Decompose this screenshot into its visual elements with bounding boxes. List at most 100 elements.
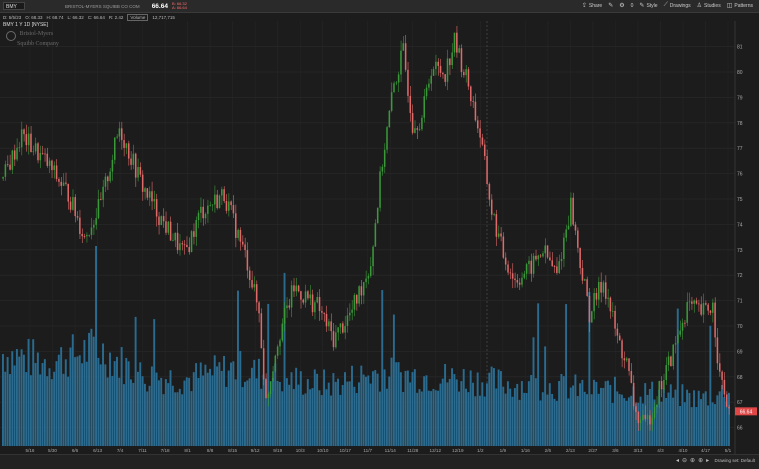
drawings-icon: ⟋ bbox=[663, 2, 668, 8]
volume-bar bbox=[288, 384, 291, 446]
candle-body bbox=[23, 129, 25, 135]
candle-body bbox=[193, 231, 195, 237]
info-high: H: 68.74 bbox=[46, 14, 64, 20]
candle-body bbox=[302, 299, 304, 303]
volume-bar bbox=[714, 404, 716, 446]
candle-body bbox=[323, 312, 325, 314]
x-tick-label: 11/28 bbox=[407, 448, 419, 453]
price-chart[interactable]: 66 67 68 69 70 71 72 73 74 75 76 77 78 79 80 81 5/16 5/30… bbox=[0, 21, 759, 454]
share-button[interactable]: ⇪ Share bbox=[582, 1, 602, 10]
y-tick-label: 66 bbox=[737, 426, 743, 432]
volume-bar bbox=[593, 379, 595, 446]
candle-body bbox=[439, 65, 442, 73]
studies-button[interactable]: ♙ Studies bbox=[697, 1, 721, 10]
candle-body bbox=[113, 137, 116, 160]
candle-body bbox=[472, 101, 474, 102]
candle-body bbox=[551, 260, 553, 267]
candle-body bbox=[251, 280, 253, 288]
volume-bar bbox=[518, 399, 521, 446]
candle-body bbox=[586, 279, 588, 296]
volume-bar bbox=[234, 379, 237, 446]
volume-bar bbox=[679, 406, 682, 446]
logo-line-2: Squibb Company bbox=[17, 41, 59, 47]
volume-bar bbox=[157, 380, 160, 446]
pencil-button[interactable]: ✎ bbox=[608, 1, 613, 10]
symbol-input[interactable]: BMY bbox=[3, 2, 25, 10]
volume-bar bbox=[525, 393, 528, 446]
company-logo: Bristol-Myers Squibb Company bbox=[6, 31, 59, 48]
volume-bar bbox=[253, 359, 256, 446]
volume-bar bbox=[204, 364, 207, 446]
volume-bar bbox=[437, 390, 440, 446]
candle-body bbox=[637, 412, 640, 424]
candle-body bbox=[453, 32, 456, 53]
drawings-button[interactable]: ⟋ Drawings bbox=[664, 1, 691, 10]
candle-body bbox=[542, 253, 544, 257]
volume-bar bbox=[190, 391, 193, 446]
candle-body bbox=[544, 245, 546, 254]
scroll-right-icon[interactable]: ▸ bbox=[706, 458, 710, 464]
candle-body bbox=[672, 344, 674, 366]
candle-body bbox=[383, 149, 386, 167]
candle-body bbox=[153, 199, 156, 202]
candle-body bbox=[316, 297, 318, 303]
counter[interactable]: 0 bbox=[631, 1, 634, 10]
candle-body bbox=[2, 176, 4, 179]
candle-body bbox=[118, 128, 121, 137]
candle-body bbox=[65, 182, 67, 184]
volume-bar bbox=[278, 381, 281, 446]
candle-body bbox=[723, 379, 726, 395]
candle-body bbox=[497, 233, 500, 237]
x-tick-label: 1/16 bbox=[521, 448, 530, 453]
settings-button[interactable]: ⚙ bbox=[619, 1, 624, 10]
scroll-left-icon[interactable]: ◂ bbox=[676, 458, 680, 464]
patterns-button[interactable]: ◫ Patterns bbox=[727, 1, 753, 10]
volume-bar bbox=[281, 391, 284, 446]
candle-body bbox=[642, 414, 644, 421]
candle-body bbox=[663, 379, 665, 390]
drawing-set-label: Drawing set: Default bbox=[714, 458, 755, 463]
candle-body bbox=[44, 153, 46, 155]
candle-body bbox=[644, 414, 647, 420]
volume-bar bbox=[306, 379, 309, 446]
volume-bar bbox=[183, 380, 186, 446]
candle-body bbox=[60, 181, 62, 186]
candle-body bbox=[102, 186, 104, 200]
volume-bar bbox=[681, 384, 684, 446]
style-button[interactable]: ✎ Style bbox=[639, 1, 657, 10]
candle-body bbox=[283, 308, 286, 324]
volume-bar bbox=[688, 392, 691, 446]
candle-body bbox=[402, 43, 405, 51]
candle-body bbox=[456, 32, 458, 53]
candle-body bbox=[358, 286, 360, 304]
volume-bar bbox=[2, 354, 4, 446]
candle-body bbox=[286, 305, 288, 309]
volume-bar bbox=[141, 376, 144, 446]
volume-bar bbox=[320, 395, 323, 446]
volume-bar bbox=[630, 395, 633, 446]
volume-bar bbox=[532, 337, 535, 446]
reset-icon[interactable]: ⊕ bbox=[690, 458, 696, 464]
volume-bar bbox=[539, 400, 542, 446]
candle-body bbox=[621, 340, 623, 359]
volume-bar bbox=[527, 381, 530, 446]
candle-body bbox=[407, 69, 409, 96]
volume-bar bbox=[602, 387, 605, 446]
volume-bar bbox=[285, 378, 288, 446]
volume-bar bbox=[716, 395, 719, 446]
candle-body bbox=[165, 221, 167, 233]
zoom-out-icon[interactable]: ⊖ bbox=[682, 458, 688, 464]
candle-body bbox=[516, 280, 519, 283]
candle-body bbox=[369, 266, 372, 276]
zoom-in-icon[interactable]: ⊕ bbox=[698, 458, 704, 464]
volume-bar bbox=[481, 382, 484, 446]
candle-body bbox=[62, 182, 65, 186]
volume-bar bbox=[223, 355, 225, 446]
counter-value: 0 bbox=[630, 2, 634, 9]
candle-body bbox=[616, 328, 619, 336]
x-tick-label: 9/12 bbox=[251, 448, 260, 453]
volume-bar bbox=[271, 378, 274, 446]
volume-bar bbox=[683, 402, 686, 446]
candle-body bbox=[572, 197, 574, 225]
volume-bar bbox=[181, 394, 184, 446]
